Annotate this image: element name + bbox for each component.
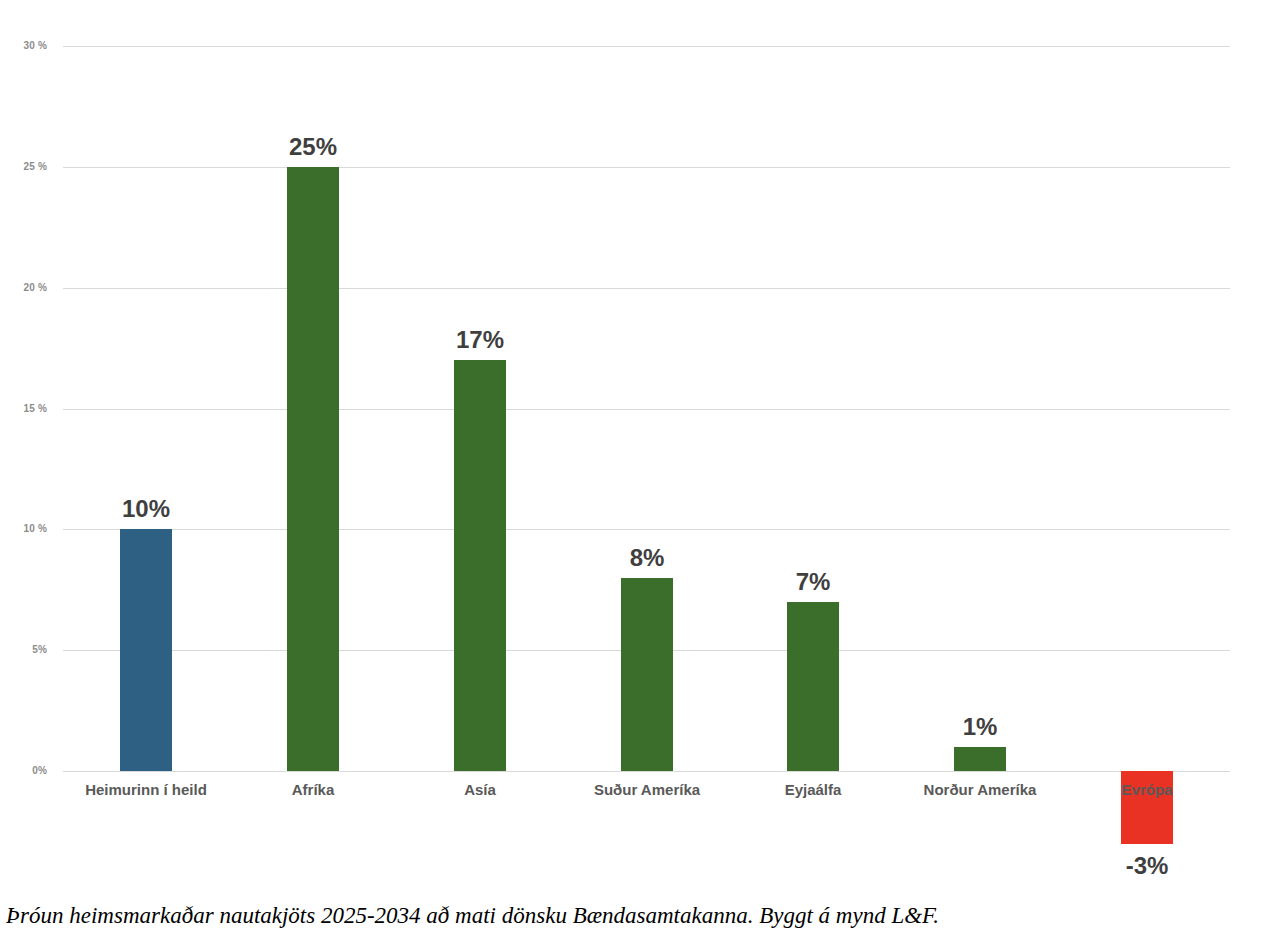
y-axis-tick-label: 25 %	[0, 161, 47, 173]
gridline-25	[63, 167, 1230, 168]
x-axis-category-label: Evrópa	[1064, 781, 1230, 798]
x-axis-category-label: Heimurinn í heild	[63, 781, 229, 798]
y-axis-tick-label: 20 %	[0, 282, 47, 294]
x-axis-category-label: Asía	[397, 781, 563, 798]
y-axis-tick-label: 30 %	[0, 40, 47, 52]
gridline-10	[63, 529, 1230, 530]
gridline-20	[63, 288, 1230, 289]
y-axis-tick-label: 5%	[0, 644, 47, 656]
bar-value-label: 25%	[253, 133, 373, 161]
bar-as-a	[454, 360, 506, 771]
bar-nor-ur-amer-ka	[954, 747, 1006, 771]
bar-chart: 30 % 25 % 20 % 15 % 10 % 5% 0% 10% Heimurinn í h…	[0, 0, 1264, 900]
chart-caption: Þróun heimsmarkaðar nautakjöts 2025-2034…	[6, 903, 939, 929]
gridline-15	[63, 409, 1230, 410]
bar-value-label: 17%	[420, 326, 540, 354]
y-axis-tick-label: 10 %	[0, 523, 47, 535]
x-axis-category-label: Suður Ameríka	[564, 781, 730, 798]
y-axis-tick-label: 0%	[0, 765, 47, 777]
x-axis-category-label: Afríka	[230, 781, 396, 798]
bar-value-label: 8%	[587, 544, 707, 572]
y-axis-tick-label: 15 %	[0, 403, 47, 415]
bar-value-label: -3%	[1087, 852, 1207, 880]
bar-su-ur-amer-ka	[621, 578, 673, 771]
bar-afr-ka	[287, 167, 339, 771]
bar-heimurinn-heild	[120, 529, 172, 771]
bar-value-label: 7%	[753, 568, 873, 596]
bar-value-label: 10%	[86, 495, 206, 523]
x-axis-category-label: Norður Ameríka	[897, 781, 1063, 798]
bar-eyja-lfa	[787, 602, 839, 771]
gridline-30	[63, 46, 1230, 47]
gridline-0	[63, 771, 1230, 772]
bar-value-label: 1%	[920, 713, 1040, 741]
x-axis-category-label: Eyjaálfa	[730, 781, 896, 798]
